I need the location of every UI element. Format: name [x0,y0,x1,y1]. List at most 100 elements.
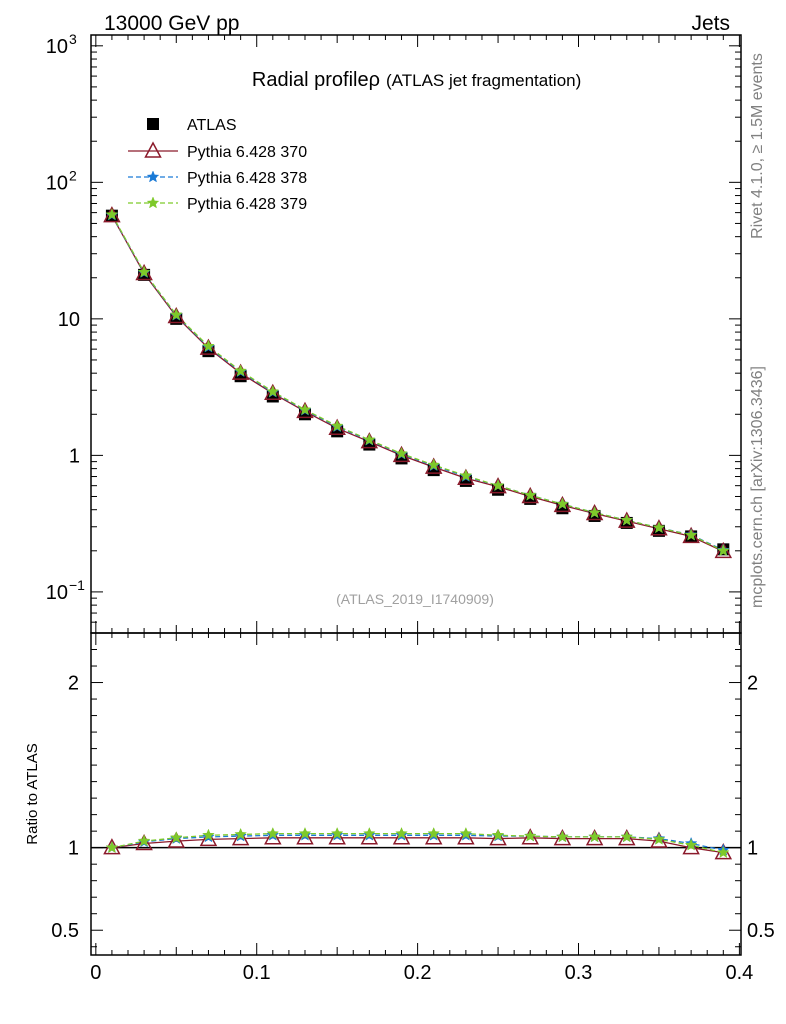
main-series-1-point [167,306,186,324]
ratio-series-0-point [650,831,668,848]
header-right: Jets [691,12,730,35]
ratio-series-0-point [264,828,282,845]
ratio-series-2-point [427,826,441,840]
main-series-3-point [556,497,569,510]
ratio-series-0-point [296,828,314,845]
ratio-y-tick-label: 1 [68,838,79,860]
ratio-series-2-point [491,828,505,841]
main-series-3-point [298,403,312,416]
main-series-3-point [362,433,376,446]
mcplots-label: mcplots.cern.ch [arXiv:1306.3436] [749,366,766,608]
main-series-3-point [523,488,537,501]
x-tick-label: 0.3 [565,962,593,984]
main-title: Radial profileρ [252,69,380,91]
ratio-series-0-point [328,828,346,845]
legend-marker-2 [146,170,160,183]
main-series-3-point [137,265,151,278]
ratio-y-tick-label-right: 2 [747,673,758,695]
main-series-line-2 [111,214,724,551]
header-left: 13000 GeV pp [104,12,239,35]
ratio-series-2-point [234,827,247,840]
ratio-marks [91,826,741,860]
ratio-series-2-point [716,845,730,859]
ratio-series-2-point [169,831,183,844]
ratio-y-tick-label: 2 [68,673,79,695]
ratio-series-0-point [457,828,475,845]
main-series-1-point [521,486,539,504]
main-series-3-point [684,528,698,541]
legend-marker-1 [144,141,162,158]
ratio-ticks: 0 0.1 0.2 0.3 0.4 0.5 0.5 1 1 2 2 [51,633,775,984]
ratio-series-0-point [424,828,443,845]
ratio-series-2-point [684,838,698,851]
ratio-series-2-point [620,830,634,843]
legend-label-0: ATLAS [187,117,237,134]
main-series-1-point [553,495,572,513]
analysis-label: (ATLAS_2019_I1740909) [336,591,494,607]
x-tick-label: 0.4 [725,962,753,984]
ratio-series-2-point [202,828,215,841]
main-series-3-point [427,458,441,471]
ratio-frame [90,632,742,956]
ratio-panel: 0 0.1 0.2 0.3 0.4 0.5 0.5 1 1 2 2 Ratio to ATLAS [24,632,775,984]
ratio-series-2-point [105,840,119,854]
ratio-series-2-point [330,826,344,840]
main-series-1-point [231,363,250,380]
ratio-ylabel: Ratio to ATLAS [24,743,41,844]
ratio-series-0-point [553,828,572,846]
main-series-3-point [266,384,280,398]
main-y-tick-exponent: 3 [69,31,77,47]
main-series-1-point [328,418,346,436]
ratio-series-2-point [652,832,666,845]
ratio-series-0-point [167,831,186,848]
main-y-tick-label: 1 [69,445,80,467]
main-series-1-point [682,526,700,544]
ratio-series-2-point [298,826,312,840]
x-tick-label: 0.2 [404,962,432,984]
ratio-series-0-point [489,828,507,846]
main-y-tick-label: 10 [46,172,68,194]
ratio-series-0-point [585,828,604,846]
ratio-series-2-point [523,829,537,842]
ratio-series-line-2 [111,832,724,854]
main-series-1-point [360,432,379,449]
main-y-tick-label: 10 [46,36,68,58]
legend-label-2: Pythia 6.428 378 [187,170,307,187]
ratio-series-0-point [521,828,539,845]
ratio-y-tick-label: 0.5 [51,920,79,942]
x-tick-label: 0 [90,962,101,984]
main-series-3-point [491,478,505,492]
ratio-series-2-point [556,830,569,843]
main-series-1-point [392,445,411,463]
ratio-y-tick-label-right: 1 [747,838,758,860]
main-title-suffix: (ATLAS jet fragmentation) [386,71,581,90]
main-y-tick-label: 10 [46,582,68,604]
main-series-3-point [202,339,215,352]
main-series-3-point [234,364,247,377]
legend-marker-0 [147,118,159,130]
ratio-series-line-1 [111,834,724,851]
main-y-tick-exponent: 2 [69,167,77,183]
ratio-series-2-point [362,826,376,840]
legend-marker-3 [146,196,160,209]
ratio-series-2-point [395,826,408,840]
ratio-series-0-point [135,833,153,851]
main-y-tick-exponent: −1 [69,577,85,593]
ratio-series-0-point [231,828,250,846]
main-series-3-point [395,446,408,460]
x-tick-label: 0.1 [243,962,271,984]
main-series-line-1 [111,215,724,552]
ratio-series-0-point [199,829,218,847]
main-series-3-point [169,308,183,321]
ratio-series-0-point [392,828,411,845]
ratio-series-2-point [137,834,151,847]
main-series-3-point [652,521,666,534]
ratio-series-0-point [682,838,700,855]
main-series-3-point [459,469,473,482]
main-series-3-point [588,506,601,519]
legend-label-1: Pythia 6.428 370 [187,144,307,161]
main-series-3-point [105,207,119,221]
